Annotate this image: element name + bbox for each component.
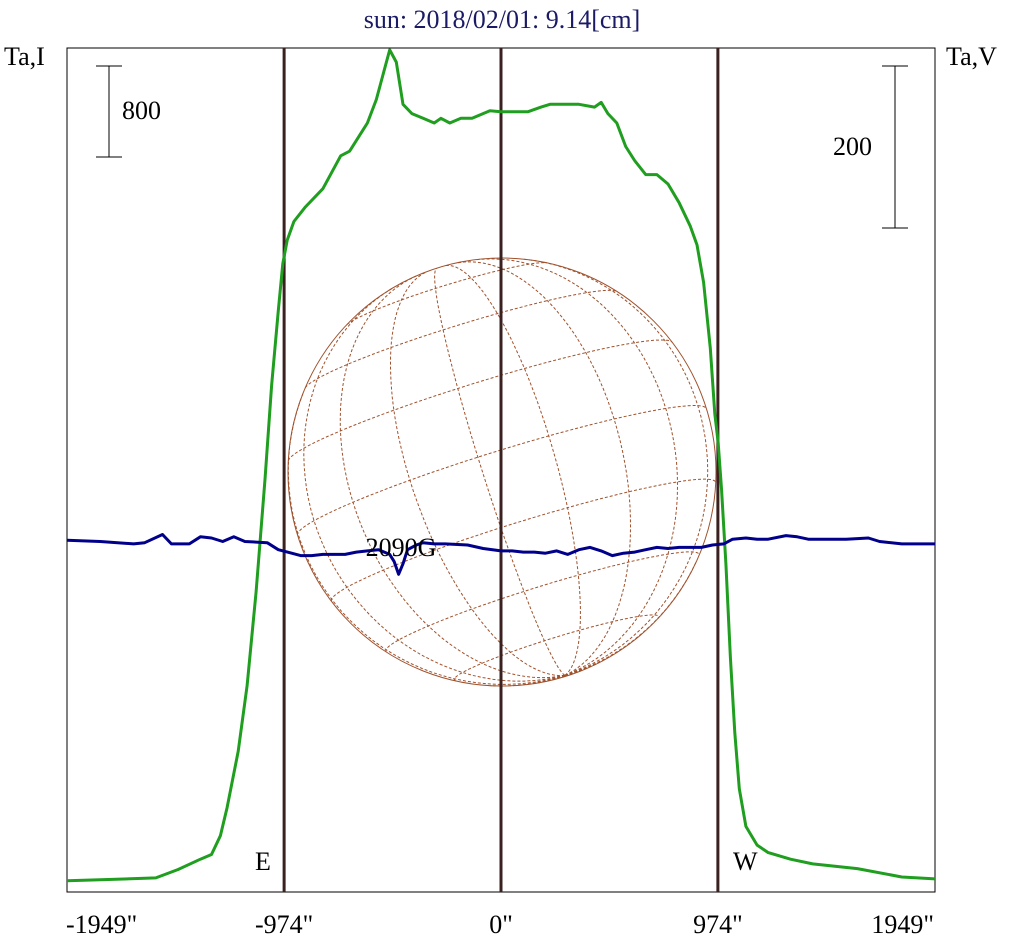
latitude-line bbox=[385, 551, 700, 653]
latitude-line bbox=[296, 404, 707, 536]
latitude-line bbox=[453, 614, 660, 682]
x-tick-label: 0" bbox=[489, 910, 513, 939]
west-label: W bbox=[733, 847, 758, 876]
scale-bar-left bbox=[96, 65, 122, 158]
scale-left-label: 800 bbox=[122, 96, 161, 125]
x-tick-label: -974" bbox=[255, 910, 313, 939]
series-polarization-line bbox=[66, 533, 935, 576]
x-tick-label: 1949" bbox=[871, 910, 934, 939]
meridian-line bbox=[390, 271, 565, 677]
x-tick-label: -1949" bbox=[66, 910, 137, 939]
meridian-line bbox=[339, 275, 565, 679]
meridian-line bbox=[303, 287, 566, 682]
scale-right-label: 200 bbox=[833, 132, 872, 161]
meridian-line bbox=[444, 264, 581, 676]
y-label-right: Ta,V bbox=[946, 42, 997, 71]
y-label-left: Ta,I bbox=[4, 42, 45, 71]
latitude-line bbox=[287, 339, 673, 461]
source-label: 2090G bbox=[366, 533, 437, 562]
chart-title: sun: 2018/02/01: 9.14[cm] bbox=[364, 5, 641, 34]
meridian-line bbox=[524, 258, 709, 676]
meridian-line bbox=[434, 267, 566, 676]
latitude-line bbox=[346, 262, 547, 325]
meridian-line bbox=[564, 562, 697, 676]
scale-bar-right bbox=[882, 65, 908, 229]
east-label: E bbox=[255, 847, 271, 876]
meridian-line bbox=[474, 258, 679, 676]
limb-lines bbox=[282, 48, 720, 892]
x-tick-label: 974" bbox=[693, 910, 743, 939]
x-tick-labels: -1949" -974" 0" 974" 1949" bbox=[66, 910, 934, 939]
series-intensity-line bbox=[66, 48, 936, 883]
latitude-line bbox=[304, 289, 617, 389]
meridian-line bbox=[457, 261, 632, 676]
